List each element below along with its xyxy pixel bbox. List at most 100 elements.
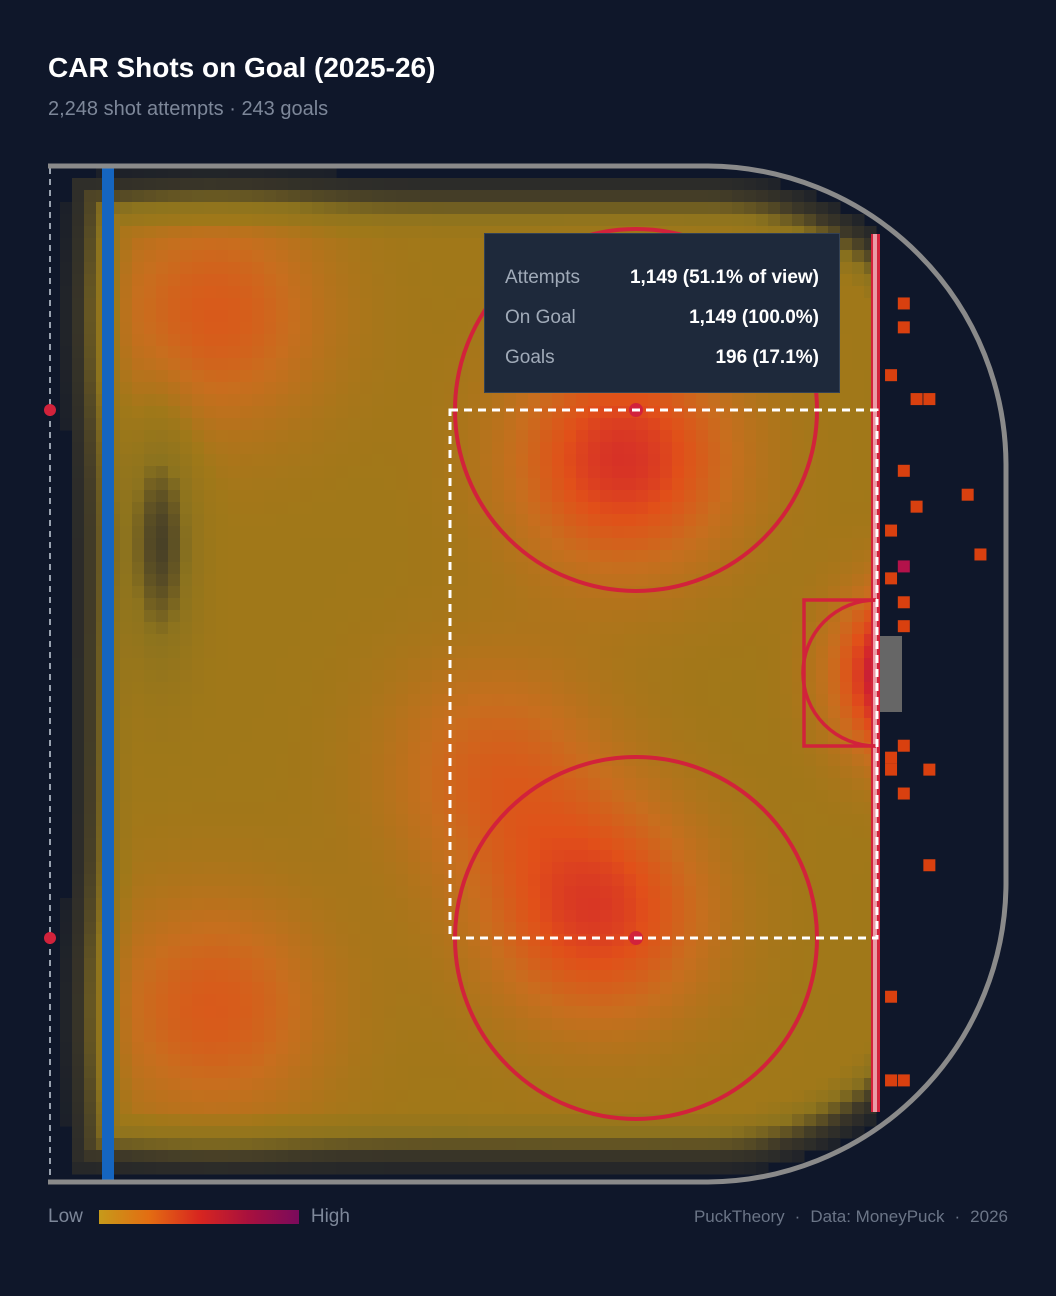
heat-cell [192,994,205,1007]
heat-cell [264,706,277,719]
heat-cell [708,718,721,731]
heat-cell [168,634,181,647]
heat-cell [252,958,265,971]
heat-cell [216,898,229,911]
heat-cell [420,238,433,251]
heat-cell [780,478,793,491]
heat-cell [588,898,601,911]
heat-cell [672,406,685,419]
heat-cell [204,694,217,707]
heat-cell [444,286,457,299]
heat-cell [252,298,265,311]
heat-cell [720,934,733,947]
heat-cell [84,262,97,275]
heat-cell [432,358,445,371]
heat-cell [72,670,85,683]
heat-cell [768,478,781,491]
heat-cell [792,718,805,731]
heat-cell [276,502,289,515]
heat-cell [144,358,157,371]
heat-cell [348,586,361,599]
heat-cell [432,370,445,383]
heat-cell [192,850,205,863]
heat-cell [504,394,517,407]
page-title: CAR Shots on Goal (2025-26) [48,52,436,83]
heat-cell [396,214,409,227]
heat-cell [372,610,385,623]
heat-cell [840,358,853,371]
heat-cell [792,1042,805,1055]
heat-cell [588,478,601,491]
heat-cell [852,1018,865,1031]
heat-cell [528,850,541,863]
heat-cell [564,958,577,971]
heat-cell [432,934,445,947]
heat-cell [252,394,265,407]
heat-cell [228,646,241,659]
heat-cell [480,754,493,767]
heat-cell [480,814,493,827]
heat-cell [372,370,385,383]
heat-cell [780,442,793,455]
heat-cell [264,202,277,215]
heat-cell [372,742,385,755]
heat-cell [216,1006,229,1019]
heat-cell [396,586,409,599]
heat-cell [672,502,685,515]
heat-cell [180,250,193,263]
heat-cell [780,634,793,647]
heat-cell [216,970,229,983]
heat-cell [732,394,745,407]
heat-cell [300,958,313,971]
heat-cell [324,502,337,515]
heat-cell [300,742,313,755]
heat-cell [600,514,613,527]
heat-cell [396,754,409,767]
heat-cell [480,538,493,551]
heat-cell [360,658,373,671]
heat-cell [348,682,361,695]
heat-cell [144,586,157,599]
heat-cell [564,490,577,503]
heat-cell [240,862,253,875]
heat-cell [300,334,313,347]
heat-cell [288,526,301,539]
heat-cell [120,286,133,299]
heat-cell [324,514,337,527]
heat-cell [420,814,433,827]
heat-cell [156,982,169,995]
heat-cell [276,862,289,875]
heat-cell [384,814,397,827]
heat-cell [624,994,637,1007]
heat-cell [552,946,565,959]
heat-cell [168,430,181,443]
heat-cell [492,202,505,215]
heat-cell [516,202,529,215]
heat-cell [252,838,265,851]
heat-cell [348,718,361,731]
heat-cell [672,682,685,695]
heat-cell [276,1030,289,1043]
heat-cell [468,934,481,947]
heat-cell [552,478,565,491]
heat-cell [168,802,181,815]
heat-cell [276,574,289,587]
heat-cell [780,850,793,863]
heat-cell [456,250,469,263]
heat-cell [336,610,349,623]
heat-cell [516,658,529,671]
heat-cell [552,778,565,791]
heat-cell [636,766,649,779]
heat-cell [660,1042,673,1055]
heat-cell [780,394,793,407]
heat-cell [768,574,781,587]
heat-cell [708,1018,721,1031]
heat-cell [324,766,337,779]
heat-cell [660,418,673,431]
heat-cell [396,346,409,359]
heat-cell [300,514,313,527]
heat-cell [408,634,421,647]
heat-cell [180,286,193,299]
heat-cell [408,238,421,251]
heat-cell [156,514,169,527]
